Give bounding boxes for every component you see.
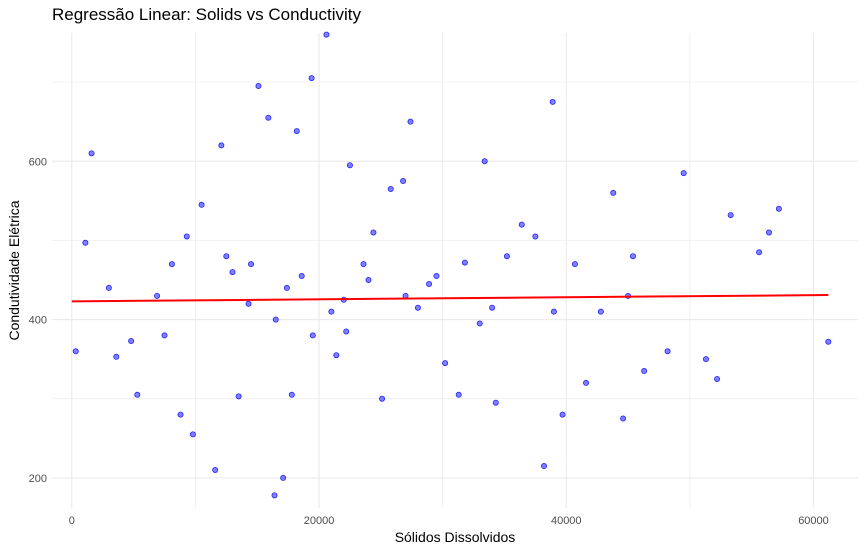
data-point [360, 261, 367, 268]
x-tick-label: 40000 [551, 515, 582, 527]
data-point [323, 31, 330, 38]
data-point [756, 249, 763, 256]
data-point [248, 261, 255, 268]
data-point [328, 308, 335, 315]
data-point [308, 75, 315, 82]
x-axis-tick-labels: 0 20000 40000 60000 [69, 515, 829, 527]
data-point [476, 320, 483, 327]
data-point [680, 170, 687, 177]
data-point [212, 466, 219, 473]
data-point [461, 259, 468, 266]
data-point [223, 253, 230, 260]
x-tick-label: 20000 [304, 515, 335, 527]
data-point [426, 280, 433, 287]
data-point [455, 391, 462, 398]
data-point [105, 284, 112, 291]
data-point [492, 399, 499, 406]
x-tick-label: 0 [69, 515, 75, 527]
data-point [283, 284, 290, 291]
data-point [481, 158, 488, 165]
data-point [559, 411, 566, 418]
y-axis-tick-labels: 200 400 600 [29, 156, 47, 485]
data-point [229, 269, 236, 276]
data-point [154, 292, 161, 299]
data-point [272, 316, 279, 323]
data-point [134, 391, 141, 398]
data-point [714, 375, 721, 382]
data-point [309, 332, 316, 339]
data-point [288, 391, 295, 398]
x-axis-title: Sólidos Dissolvidos [395, 529, 516, 545]
data-point [549, 98, 556, 105]
y-tick-label: 600 [29, 156, 47, 168]
data-point [189, 431, 196, 438]
data-point [541, 463, 548, 470]
data-point [610, 189, 617, 196]
data-point [177, 411, 184, 418]
data-point [183, 233, 190, 240]
data-point [775, 205, 782, 212]
data-point [630, 253, 637, 260]
data-point [825, 338, 832, 345]
data-point [161, 332, 168, 339]
data-point [198, 201, 205, 208]
y-tick-label: 200 [29, 473, 47, 485]
data-point [400, 178, 407, 185]
data-point [727, 212, 734, 219]
data-point [333, 352, 340, 359]
data-point [597, 308, 604, 315]
data-point [72, 348, 79, 355]
regression-line-group [71, 294, 829, 303]
data-point [128, 337, 135, 344]
data-point [503, 253, 510, 260]
data-point [641, 368, 648, 375]
data-point [365, 276, 372, 283]
grid-lines [52, 33, 858, 508]
data-point [298, 273, 305, 280]
data-point [414, 304, 421, 311]
regression-line [71, 294, 829, 303]
y-axis-title: Condutividade Elétrica [6, 200, 22, 340]
data-point [293, 128, 300, 135]
data-point [245, 300, 252, 307]
data-point [583, 379, 590, 386]
data-point [168, 261, 175, 268]
data-point [235, 393, 242, 400]
data-point [343, 328, 350, 335]
x-tick-label: 60000 [798, 515, 829, 527]
data-point [113, 353, 120, 360]
data-point [271, 492, 278, 499]
data-point [379, 395, 386, 402]
data-point [218, 142, 225, 149]
data-point [265, 114, 272, 121]
data-point [387, 185, 394, 192]
chart-title: Regressão Linear: Solids vs Conductivity [52, 5, 361, 24]
data-point [442, 360, 449, 367]
data-point [280, 474, 287, 481]
data-point [702, 356, 709, 363]
data-point [571, 261, 578, 268]
y-tick-label: 400 [29, 315, 47, 327]
data-point [489, 304, 496, 311]
data-point [255, 83, 262, 90]
data-point [370, 229, 377, 236]
data-point [765, 229, 772, 236]
data-point [407, 118, 414, 125]
data-points [72, 31, 832, 499]
data-point [532, 233, 539, 240]
data-point [346, 162, 353, 169]
data-point [82, 239, 89, 246]
data-point [433, 273, 440, 280]
data-point [664, 348, 671, 355]
data-point [620, 415, 627, 422]
data-point [518, 221, 525, 228]
data-point [88, 150, 95, 157]
data-point [550, 308, 557, 315]
